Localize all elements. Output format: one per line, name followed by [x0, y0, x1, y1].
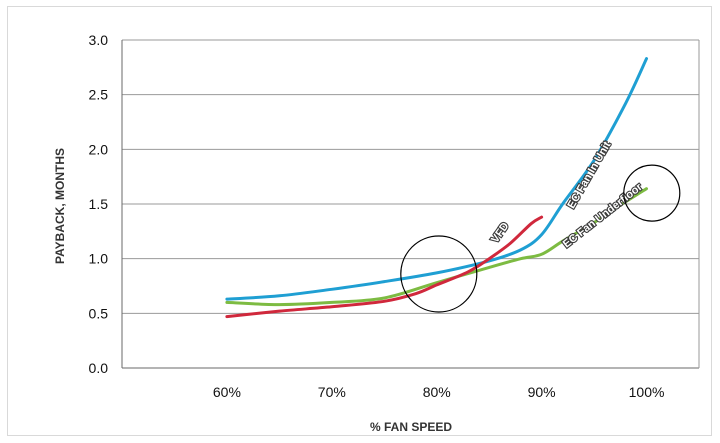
y-tick-label: 1.5 — [89, 196, 109, 212]
annotation-circles — [400, 164, 681, 313]
y-tick-label: 2.5 — [89, 87, 109, 103]
gridlines — [121, 39, 700, 369]
y-tick-label: 2.0 — [89, 141, 109, 157]
series-line-vfd — [225, 215, 544, 319]
y-axis-ticks: 0.0 0.5 1.0 1.5 2.0 2.5 3.0 — [89, 32, 109, 376]
y-tick-label: 0.0 — [89, 360, 109, 376]
series-label-vfd: VFD — [489, 220, 511, 245]
series-line-ec-fan-in-unit — [225, 57, 648, 301]
y-tick-label: 3.0 — [89, 32, 109, 48]
y-axis-title: PAYBACK, MONTHS — [53, 148, 67, 264]
x-tick-label: 100% — [629, 384, 665, 400]
annotation-circle — [623, 164, 681, 222]
x-tick-label: 80% — [423, 384, 451, 400]
x-tick-label: 60% — [213, 384, 241, 400]
x-axis-title: % FAN SPEED — [370, 420, 452, 434]
y-tick-label: 0.5 — [89, 305, 109, 321]
series-lines — [225, 57, 648, 319]
series-label-ec-fan-in-unit: EC Fan In Unit — [565, 139, 613, 210]
x-tick-label: 90% — [528, 384, 556, 400]
x-axis-ticks: 60% 70% 80% 90% 100% — [213, 384, 665, 400]
y-tick-label: 1.0 — [89, 251, 109, 267]
annotation-circle — [400, 235, 478, 313]
x-tick-label: 70% — [318, 384, 346, 400]
series-line-ec-fan-underfloor — [225, 187, 648, 307]
